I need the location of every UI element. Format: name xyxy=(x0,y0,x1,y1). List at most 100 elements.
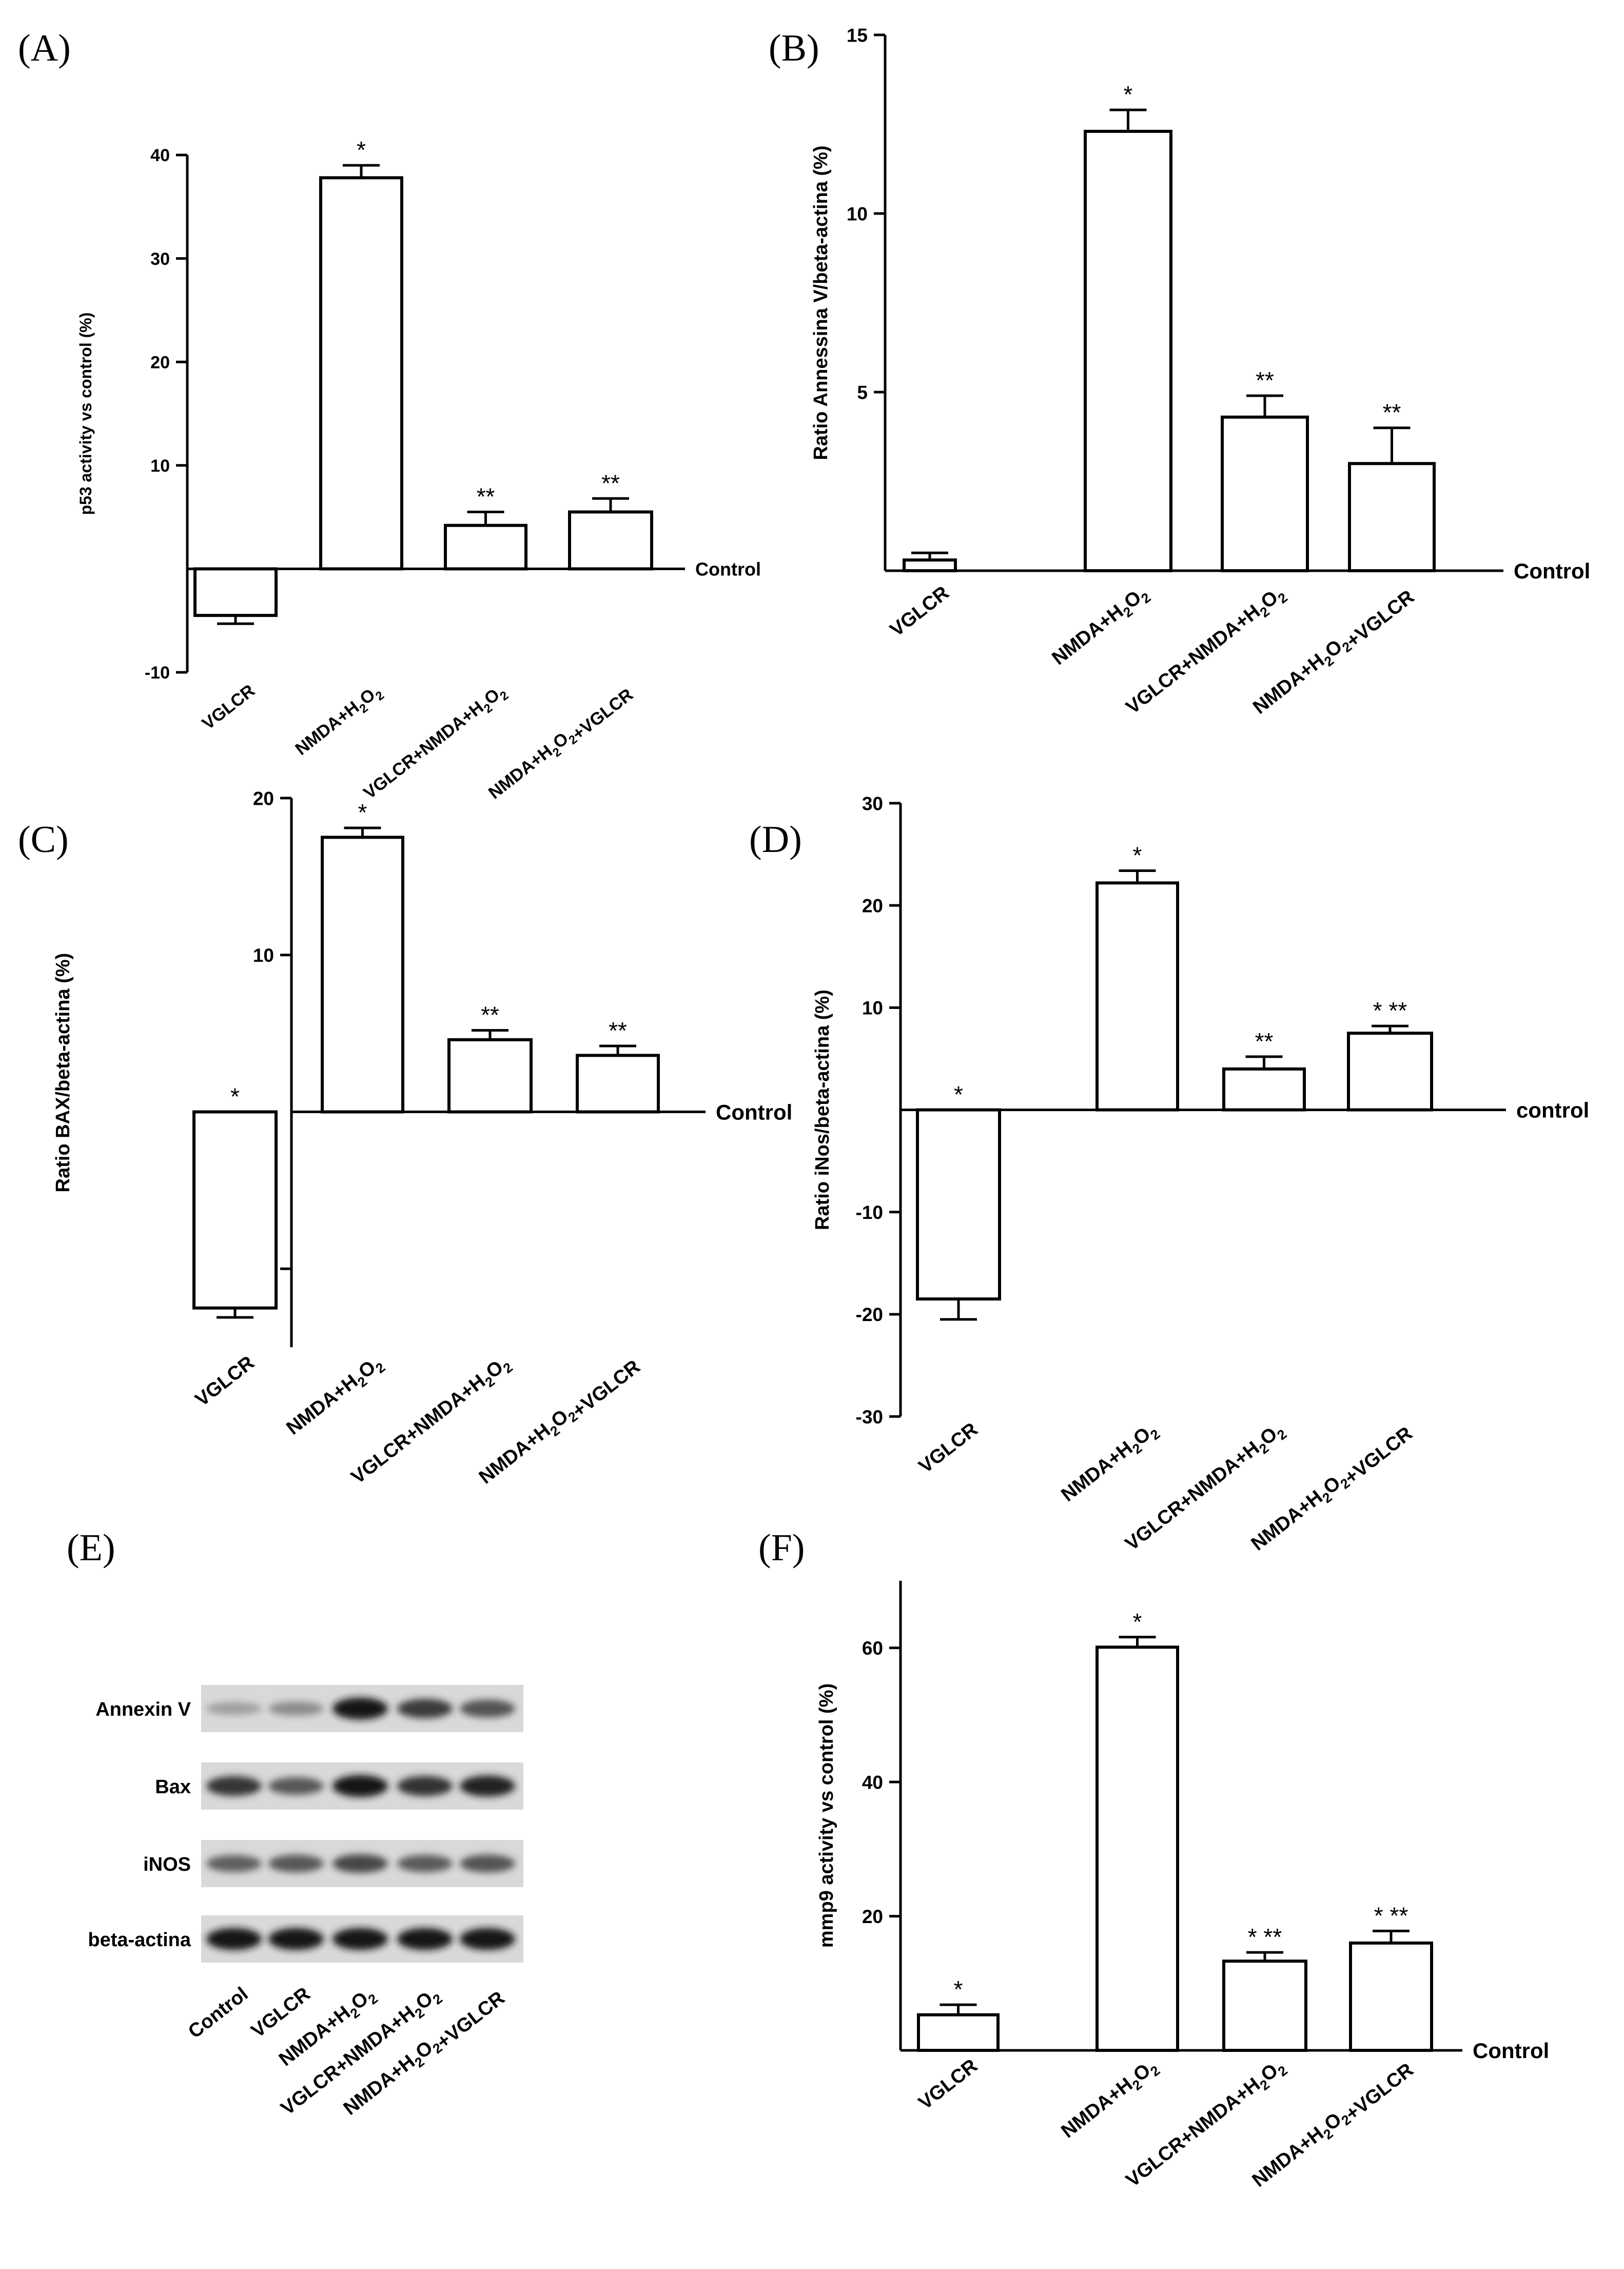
baseline-label: Control xyxy=(1473,2039,1549,2063)
significance-marker: * ** xyxy=(1374,1902,1408,1929)
bar-1 xyxy=(903,558,957,572)
category-label: NMDA+H2O2 xyxy=(283,1352,388,1442)
significance-marker: * xyxy=(1124,81,1133,108)
bar-1 xyxy=(917,2013,1000,2052)
bar-3 xyxy=(447,1038,533,1114)
blot-band xyxy=(332,1775,388,1797)
blot-band xyxy=(268,1928,324,1950)
y-tick-label: 20 xyxy=(150,353,170,372)
blot-band xyxy=(332,1697,388,1720)
panel-label-f: (F) xyxy=(758,1527,805,1569)
category-label: NMDA+H2O2 xyxy=(1058,1419,1163,1509)
y-tick-label: 10 xyxy=(862,998,883,1019)
significance-marker: ** xyxy=(1256,367,1274,394)
y-tick-label: 15 xyxy=(847,25,868,46)
significance-marker: * xyxy=(358,799,367,826)
chart-c: (C)-101020ControlRatio BAX/beta-actina (… xyxy=(18,788,792,1488)
baseline-label: Control xyxy=(716,1100,792,1124)
significance-marker: * xyxy=(357,137,366,163)
y-tick-label: 40 xyxy=(150,146,170,165)
panel-label-b: (B) xyxy=(769,27,819,69)
significance-marker: ** xyxy=(1383,399,1401,426)
blot-band xyxy=(268,1777,324,1795)
bar-4 xyxy=(576,1054,660,1114)
y-tick-label: 10 xyxy=(847,203,868,224)
baseline-label: control xyxy=(1516,1098,1589,1122)
significance-marker: * xyxy=(230,1083,240,1110)
bar-1 xyxy=(916,1108,1001,1301)
y-tick-label: 20 xyxy=(862,1906,883,1927)
category-label: VGLCR xyxy=(914,2055,982,2114)
chart-f: (F) 20 40 60 Control mmp9 activity vs control… xyxy=(758,1527,1549,2192)
y-tick-label: -30 xyxy=(856,1406,883,1427)
y-tick-label: 60 xyxy=(862,1638,883,1659)
y-tick-label: 20 xyxy=(862,895,883,916)
bar-2 xyxy=(1095,1645,1179,2052)
y-axis-title: Ratio iNos/beta-actina (%) xyxy=(812,990,833,1230)
bar-2 xyxy=(319,176,403,571)
category-label: NMDA+H2O2 xyxy=(1048,582,1154,672)
panel-label-c: (C) xyxy=(18,819,69,861)
blot-band xyxy=(206,1702,262,1715)
y-tick-label: 10 xyxy=(253,945,274,966)
bar-4 xyxy=(1347,1032,1433,1112)
blot-band xyxy=(397,1855,453,1872)
y-tick-label: -10 xyxy=(145,663,170,683)
significance-marker: ** xyxy=(481,1001,499,1028)
bar-4 xyxy=(1349,1941,1433,2052)
y-tick-label: 40 xyxy=(862,1772,883,1793)
blot-band xyxy=(397,1699,453,1718)
significance-marker: * xyxy=(954,1976,963,2003)
panel-label-a: (A) xyxy=(18,27,71,69)
y-axis-title: Ratio Annessina V/beta-actina (%) xyxy=(810,145,832,460)
significance-marker: * xyxy=(1133,842,1142,868)
blot-band xyxy=(397,1776,453,1796)
chart-a: (A) -10 10 20 30 40 Control p53 activity vs con… xyxy=(18,27,761,803)
blot-row-label: iNOS xyxy=(143,1854,191,1875)
category-label: VGLCR xyxy=(199,681,259,733)
bar-3 xyxy=(1222,1067,1306,1112)
category-label: NMDA+H2O2 xyxy=(291,681,386,762)
panel-label-e: (E) xyxy=(67,1527,115,1569)
category-label: NMDA+H2O2 xyxy=(1058,2055,1163,2145)
y-tick-label: 10 xyxy=(150,456,170,476)
blot-band xyxy=(268,1854,324,1873)
blot-band xyxy=(332,1854,388,1873)
y-tick-label: -20 xyxy=(856,1304,883,1325)
blot-row-label: Annexin V xyxy=(95,1699,191,1720)
blot-band xyxy=(460,1854,515,1873)
chart-d: (D) -30 -20 -10 10 20 30 control Ratio iNos/beta… xyxy=(749,793,1589,1555)
category-label: VGLCR xyxy=(886,582,953,641)
blot-band xyxy=(460,1928,515,1950)
bar-3 xyxy=(1222,1960,1307,2052)
y-tick-label: -10 xyxy=(856,1202,883,1223)
blot-band xyxy=(397,1928,453,1950)
blot-band xyxy=(206,1776,262,1796)
significance-marker: * xyxy=(954,1081,963,1108)
y-tick-label: 30 xyxy=(862,793,883,814)
significance-marker: * ** xyxy=(1248,1924,1282,1950)
chart-b: (B) 5 10 15 Control Ratio Annessina V/beta-ac… xyxy=(769,25,1590,718)
baseline-label: Control xyxy=(1514,559,1590,583)
blot-band xyxy=(460,1775,515,1797)
bar-2 xyxy=(321,836,404,1114)
bar-2 xyxy=(1095,881,1179,1112)
category-label: VGLCR xyxy=(191,1352,259,1411)
y-axis-title: mmp9 activity vs control (%) xyxy=(816,1683,837,1948)
blot-row-label: beta-actina xyxy=(88,1929,191,1951)
y-tick-label: 30 xyxy=(150,249,170,269)
panel-label-d: (D) xyxy=(749,819,802,861)
significance-marker: ** xyxy=(609,1017,627,1044)
blot-band xyxy=(206,1855,262,1872)
bar-2 xyxy=(1084,129,1172,573)
bar-4 xyxy=(1348,462,1436,573)
baseline-label: Control xyxy=(695,558,761,579)
significance-marker: ** xyxy=(601,470,620,496)
bar-3 xyxy=(444,523,527,571)
y-tick-label: 20 xyxy=(253,788,274,809)
significance-marker: * ** xyxy=(1373,997,1407,1024)
bar-3 xyxy=(1221,415,1309,572)
blot-row-label: Bax xyxy=(155,1776,191,1798)
blot-lane-label: Control xyxy=(184,1983,252,2043)
